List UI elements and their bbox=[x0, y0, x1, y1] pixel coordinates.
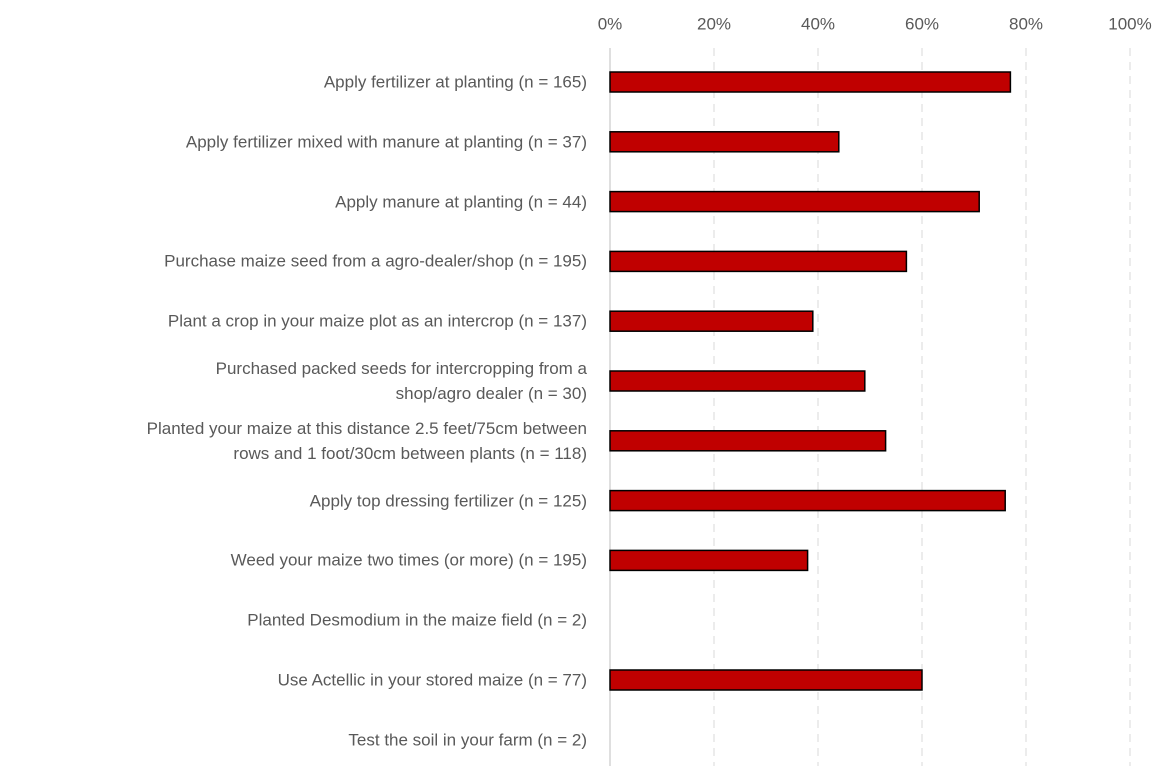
bar bbox=[609, 250, 908, 273]
bar bbox=[609, 71, 1012, 93]
bar bbox=[609, 669, 923, 691]
category-label: Planted your maize at this distance 2.5 … bbox=[146, 418, 587, 463]
x-tick-label: 20% bbox=[697, 14, 731, 33]
bar bbox=[609, 131, 840, 153]
category-label: Purchase maize seed from a agro-dealer/s… bbox=[164, 251, 587, 271]
x-tick-label: 0% bbox=[598, 14, 623, 33]
x-tick-label: 60% bbox=[905, 14, 939, 33]
x-tick-label: 100% bbox=[1108, 14, 1151, 33]
category-label: Test the soil in your farm (n = 2) bbox=[348, 730, 587, 750]
x-tick-label: 40% bbox=[801, 14, 835, 33]
bar bbox=[609, 430, 887, 452]
bar bbox=[609, 310, 814, 332]
x-tick-label: 80% bbox=[1009, 14, 1043, 33]
category-label: Plant a crop in your maize plot as an in… bbox=[167, 311, 587, 331]
category-label: Use Actellic in your stored maize (n = 7… bbox=[277, 670, 587, 690]
category-label: Apply manure at planting (n = 44) bbox=[335, 192, 587, 212]
bar bbox=[609, 370, 866, 392]
bar bbox=[609, 489, 1006, 512]
category-label: Apply top dressing fertilizer (n = 125) bbox=[309, 491, 587, 511]
category-label: Apply fertilizer mixed with manure at pl… bbox=[185, 132, 587, 152]
bar bbox=[609, 190, 980, 213]
category-label: Purchased packed seeds for intercropping… bbox=[215, 359, 587, 403]
category-label: Planted Desmodium in the maize field (n … bbox=[247, 610, 587, 630]
category-label: Apply fertilizer at planting (n = 165) bbox=[323, 72, 587, 92]
bar bbox=[609, 549, 809, 572]
category-label: Weed your maize two times (or more) (n =… bbox=[230, 550, 587, 570]
